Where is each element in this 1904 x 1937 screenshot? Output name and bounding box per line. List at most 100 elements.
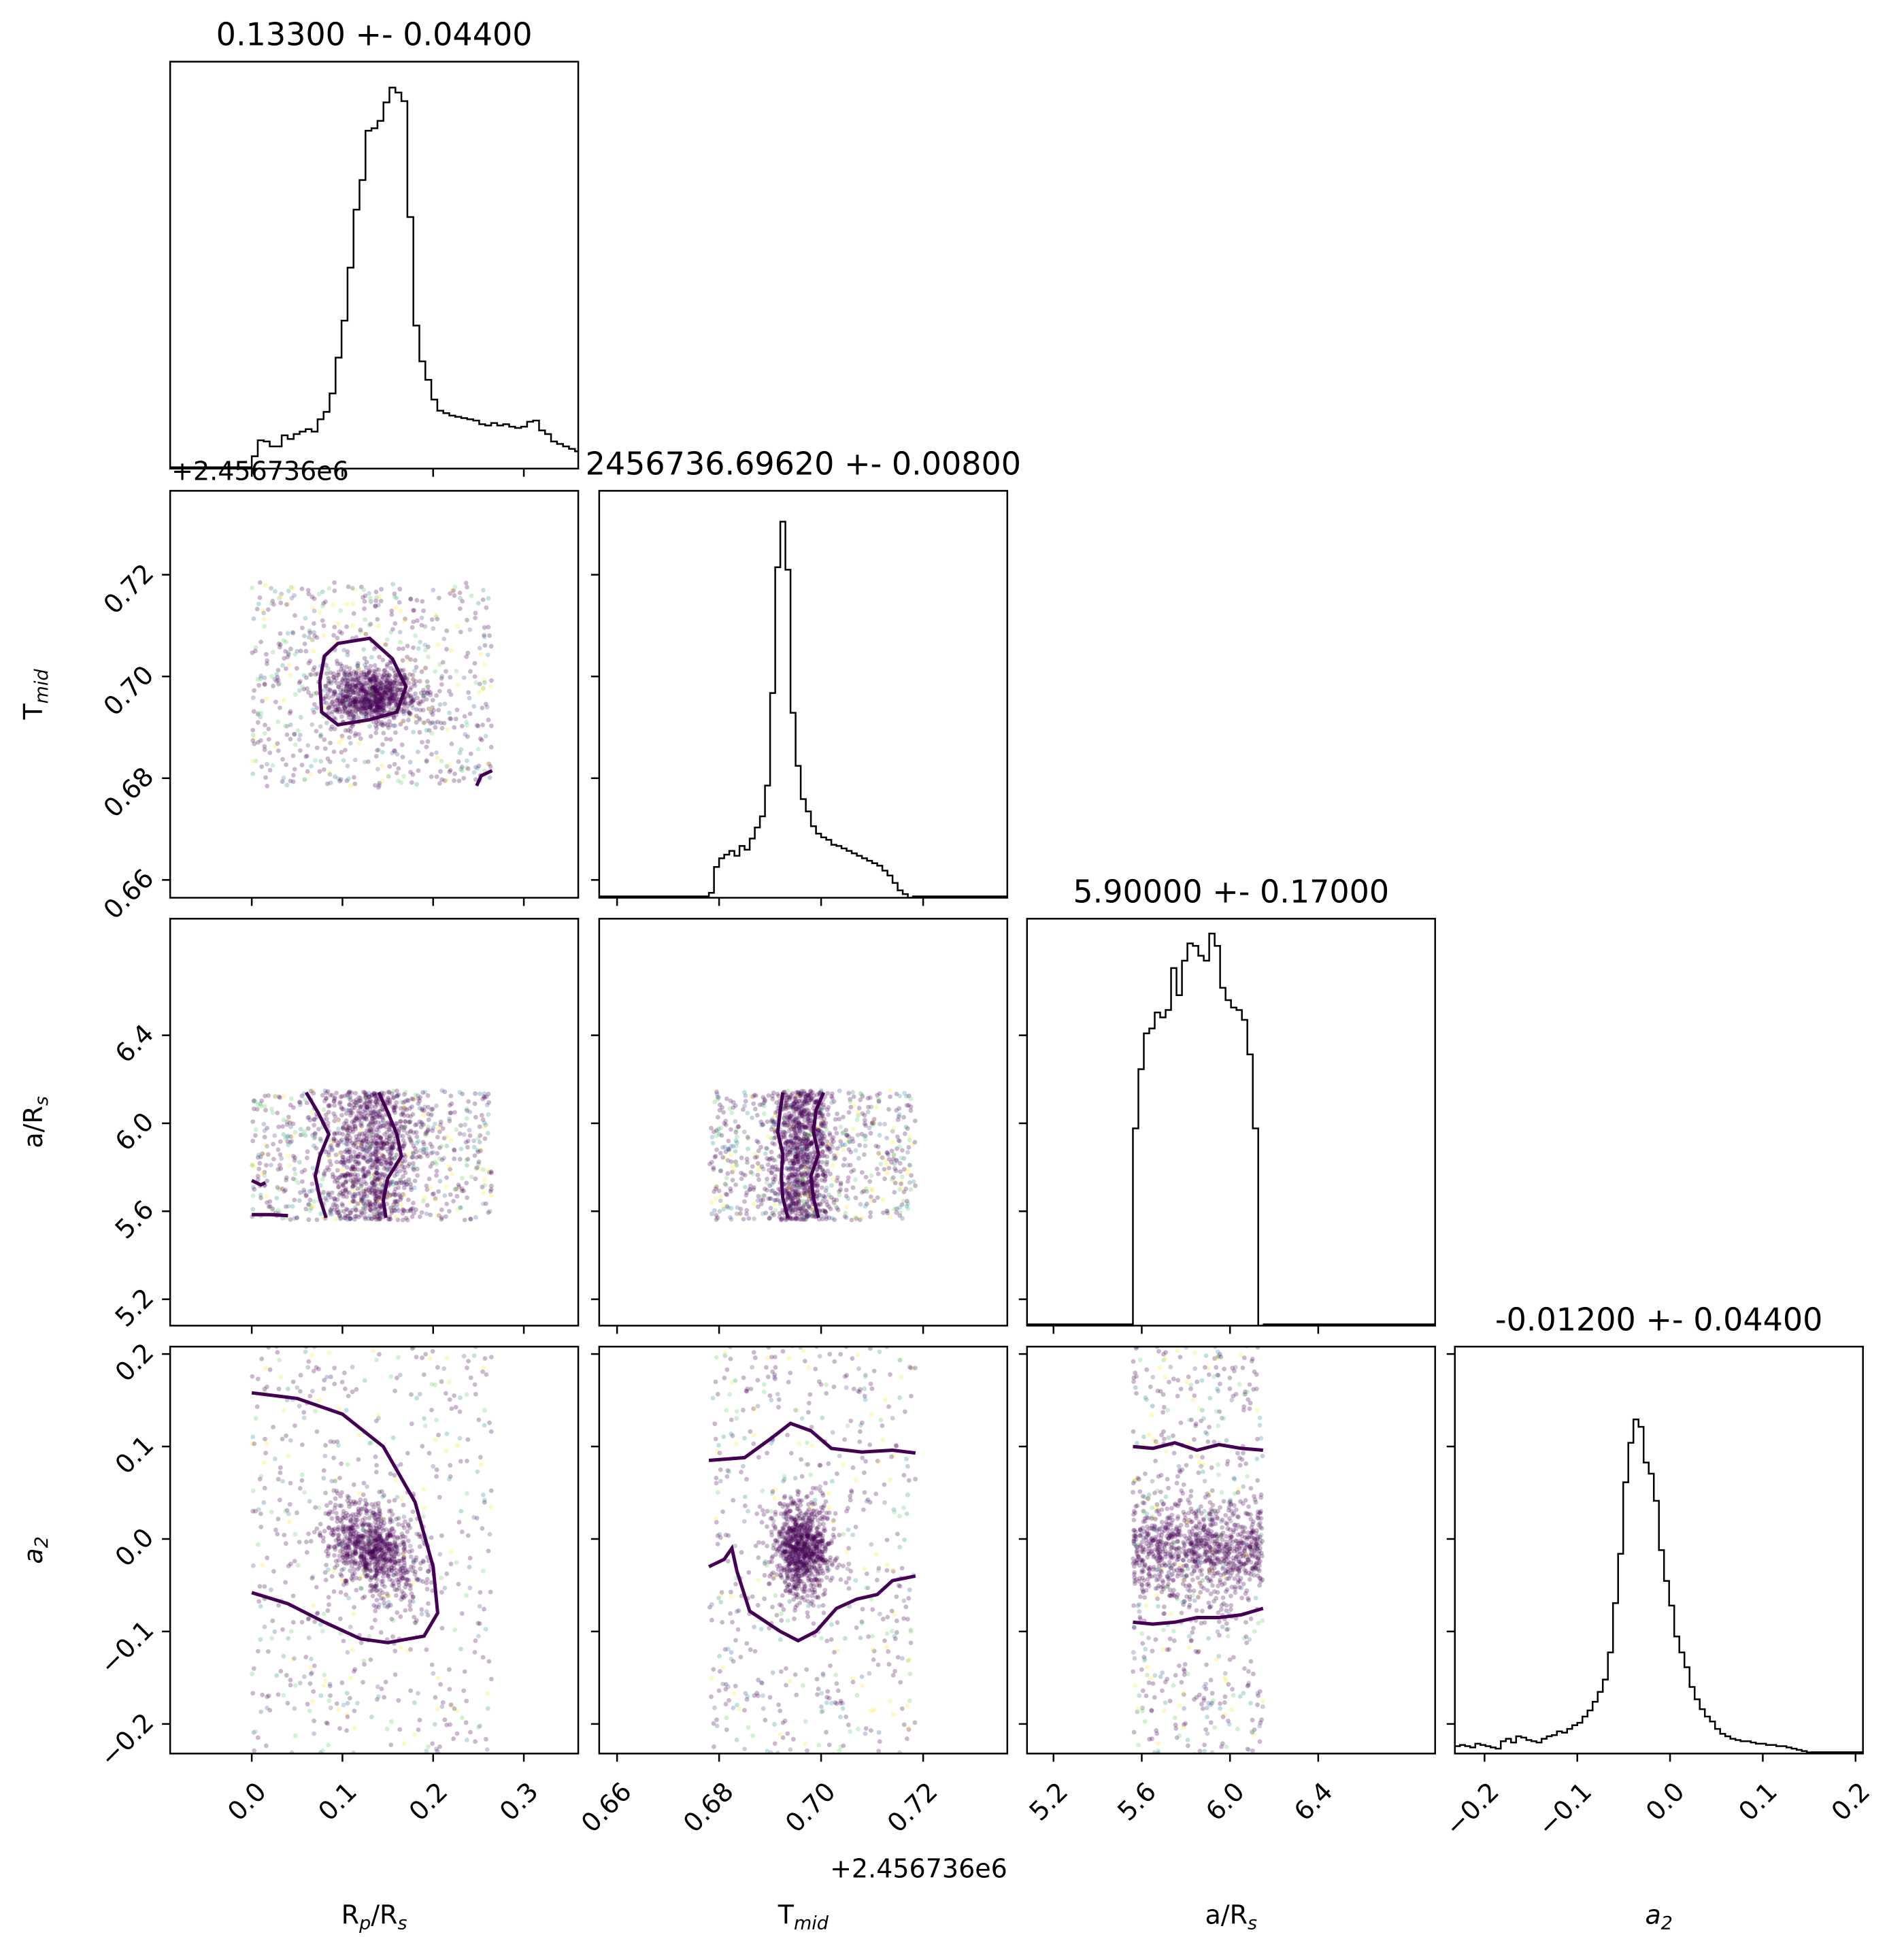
scatter-point xyxy=(374,1531,380,1536)
scatter-point xyxy=(376,703,382,708)
scatter-point xyxy=(775,1192,780,1197)
scatter-point xyxy=(369,703,375,708)
scatter-point xyxy=(337,1213,342,1219)
scatter-point xyxy=(320,618,325,623)
scatter-point xyxy=(805,1112,811,1117)
scatter-point xyxy=(788,1093,794,1097)
scatter-point xyxy=(837,1088,842,1093)
scatter-point xyxy=(353,684,358,689)
scatter-point xyxy=(363,1145,367,1150)
scatter-point xyxy=(838,1139,844,1144)
scatter-point xyxy=(256,1166,262,1172)
scatter-point xyxy=(393,690,398,695)
scatter-point xyxy=(890,1157,896,1161)
scatter-point xyxy=(465,1116,469,1121)
scatter-point xyxy=(374,1112,380,1117)
scatter-point xyxy=(770,1096,775,1102)
scatter-point xyxy=(343,748,348,752)
scatter-point xyxy=(324,1096,329,1102)
scatter-point xyxy=(841,1148,846,1153)
scatter-point xyxy=(452,1147,456,1153)
scatter-point xyxy=(765,1176,769,1182)
scatter-point xyxy=(314,1217,320,1223)
scatter-point xyxy=(431,708,436,713)
scatter-point xyxy=(773,1191,778,1196)
scatter-point xyxy=(341,1163,346,1168)
scatter-point xyxy=(267,1708,273,1713)
scatter-point xyxy=(408,700,414,706)
scatter-point xyxy=(368,1119,373,1125)
scatter-point xyxy=(382,686,387,692)
scatter-point xyxy=(384,1541,390,1546)
scatter-point xyxy=(769,1119,774,1124)
scatter-point xyxy=(333,1313,337,1318)
scatter-point xyxy=(741,1172,746,1177)
scatter-point xyxy=(350,686,356,691)
scatter-point xyxy=(374,1140,380,1146)
scatter-point xyxy=(363,708,368,713)
scatter-point xyxy=(843,1210,848,1216)
scatter-point xyxy=(378,697,383,702)
scatter-point xyxy=(434,1173,439,1178)
scatter-point xyxy=(365,695,369,701)
scatter-point xyxy=(369,709,375,714)
scatter-point xyxy=(741,1216,746,1222)
scatter-point xyxy=(380,710,384,715)
scatter-point xyxy=(282,1093,286,1099)
scatter-point xyxy=(372,1176,378,1182)
scatter-point xyxy=(374,682,379,688)
scatter-point xyxy=(368,1142,373,1146)
scatter-point xyxy=(375,688,380,693)
scatter-point xyxy=(787,1172,792,1178)
scatter-point xyxy=(314,691,319,695)
scatter-point xyxy=(455,1207,461,1212)
scatter-point xyxy=(820,1199,825,1204)
scatter-point xyxy=(275,1185,280,1190)
scatter-point xyxy=(409,1187,414,1193)
scatter-point xyxy=(769,1214,773,1219)
scatter-point xyxy=(421,1150,426,1155)
scatter-point xyxy=(798,1110,803,1115)
scatter-point xyxy=(366,1123,371,1129)
scatter-point xyxy=(793,1136,798,1141)
scatter-point xyxy=(786,1190,792,1195)
scatter-point xyxy=(267,750,273,755)
scatter-point xyxy=(335,1143,341,1148)
scatter-point xyxy=(350,708,355,714)
scatter-point xyxy=(363,1216,368,1221)
scatter-point xyxy=(330,1172,335,1177)
scatter-point xyxy=(331,1140,336,1145)
scatter-point xyxy=(380,1185,385,1190)
scatter-point xyxy=(730,1170,735,1174)
scatter-point xyxy=(807,1150,813,1156)
scatter-point xyxy=(421,720,427,725)
scatter-point xyxy=(390,1145,396,1150)
scatter-point xyxy=(363,1181,369,1187)
scatter-point xyxy=(417,729,422,735)
scatter-point xyxy=(368,1127,373,1133)
scatter-point xyxy=(371,675,376,680)
scatter-point xyxy=(485,761,490,766)
scatter-point xyxy=(802,1170,807,1175)
scatter-point xyxy=(788,1102,793,1108)
scatter-point xyxy=(803,1094,807,1099)
scatter-point xyxy=(364,714,369,720)
scatter-point xyxy=(785,1089,790,1093)
scatter-point xyxy=(814,1092,820,1097)
scatter-point xyxy=(348,1499,353,1504)
scatter-point xyxy=(352,733,358,738)
scatter-point xyxy=(459,764,465,769)
contour-ars_rp xyxy=(304,1091,331,1219)
scatter-point xyxy=(782,1134,788,1140)
scatter-point xyxy=(321,1107,327,1112)
scatter-point xyxy=(819,1178,824,1183)
scatter-point xyxy=(478,1133,483,1138)
scatter-point xyxy=(346,1108,352,1113)
scatter-point xyxy=(352,715,357,720)
scatter-point xyxy=(390,1129,395,1134)
scatter-point xyxy=(352,775,356,780)
scatter-point xyxy=(369,1131,374,1137)
scatter-point xyxy=(363,689,368,694)
scatter-point xyxy=(442,1585,448,1591)
scatter-point xyxy=(401,672,407,678)
